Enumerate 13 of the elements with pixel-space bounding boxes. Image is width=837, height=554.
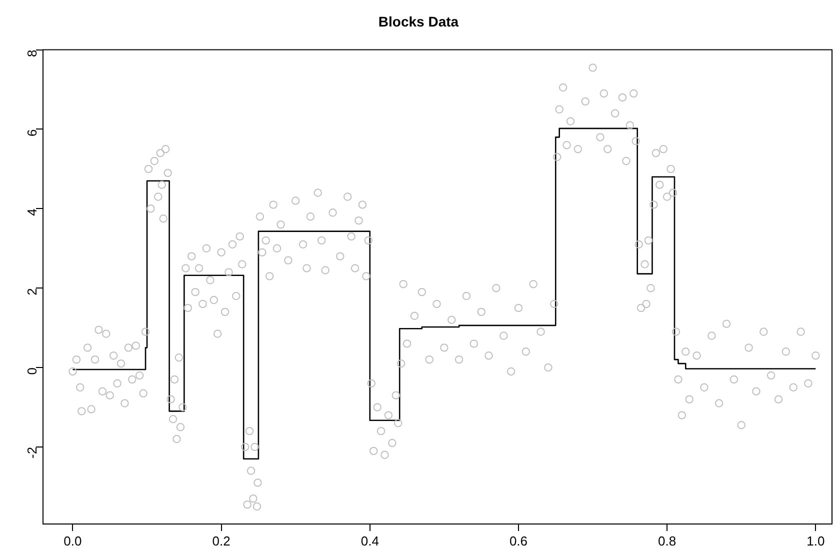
x-tick-label: 0.2	[212, 533, 230, 548]
x-tick-label: 1.0	[806, 533, 825, 548]
y-tick-label: 4	[24, 208, 40, 216]
y-tick-label: -2	[24, 446, 40, 459]
y-tick-label: 2	[24, 288, 40, 296]
x-tick-label: 0.4	[360, 533, 379, 548]
y-tick-label: 8	[24, 50, 40, 58]
y-tick-label: 6	[24, 129, 40, 136]
chart-title: Blocks Data	[378, 13, 459, 30]
x-tick-label: 0.0	[64, 533, 82, 548]
x-tick-label: 0.8	[658, 533, 676, 548]
x-tick-label: 0.6	[509, 533, 528, 548]
y-tick-label: 0	[24, 368, 40, 375]
